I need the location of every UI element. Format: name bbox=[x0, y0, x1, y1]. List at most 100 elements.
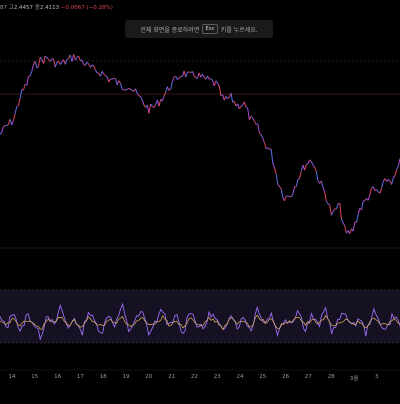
price-segment bbox=[10, 119, 12, 125]
price-segment bbox=[197, 73, 199, 78]
price-segment bbox=[223, 95, 225, 100]
price-segment bbox=[273, 163, 275, 168]
price-segment bbox=[298, 178, 300, 179]
price-segment bbox=[18, 99, 20, 106]
price-segment bbox=[278, 185, 280, 187]
price-segment bbox=[171, 81, 173, 89]
price-segment bbox=[271, 149, 273, 163]
price-segment bbox=[326, 201, 328, 204]
price-segment bbox=[186, 72, 188, 77]
price-segment bbox=[94, 66, 96, 70]
price-segment bbox=[162, 96, 164, 101]
price-segment bbox=[60, 62, 62, 64]
price-segment bbox=[131, 89, 133, 90]
price-segment bbox=[0, 133, 2, 134]
price-segment bbox=[388, 179, 390, 180]
x-tick-label: 24 bbox=[237, 374, 244, 380]
price-segment bbox=[395, 169, 397, 175]
price-segment bbox=[368, 195, 370, 201]
price-segment bbox=[340, 203, 342, 219]
price-segment bbox=[67, 58, 69, 59]
price-segment bbox=[184, 71, 186, 78]
price-segment bbox=[166, 87, 168, 93]
price-segment bbox=[306, 164, 308, 165]
legend-close-value: 2.4113 bbox=[40, 5, 59, 11]
price-segment bbox=[38, 57, 40, 66]
x-tick-label: 20 bbox=[145, 374, 152, 380]
price-segment bbox=[370, 188, 372, 195]
price-segment bbox=[280, 187, 282, 189]
x-tick-label: 27 bbox=[305, 374, 312, 380]
price-segment bbox=[377, 190, 379, 192]
price-segment bbox=[27, 76, 29, 85]
price-segment bbox=[40, 57, 42, 59]
price-segment bbox=[72, 54, 74, 61]
price-segment bbox=[126, 89, 128, 90]
x-tick-label: 21 bbox=[168, 374, 175, 380]
price-segment bbox=[382, 182, 384, 188]
price-segment bbox=[343, 223, 345, 226]
price-segment bbox=[330, 205, 332, 215]
price-segment bbox=[2, 127, 4, 133]
price-segment bbox=[397, 166, 399, 169]
toast-text-after: 키를 누르세요. bbox=[221, 25, 258, 34]
price-segment bbox=[199, 73, 201, 77]
price-segment bbox=[392, 177, 394, 184]
x-tick-label: 22 bbox=[191, 374, 198, 380]
price-segment bbox=[115, 79, 117, 85]
price-segment bbox=[231, 93, 233, 102]
price-segment bbox=[112, 78, 114, 79]
price-segment bbox=[214, 81, 216, 86]
price-segment bbox=[90, 65, 92, 67]
price-segment bbox=[336, 204, 338, 209]
price-segment bbox=[311, 162, 313, 165]
price-segment bbox=[261, 135, 263, 138]
price-segment bbox=[300, 171, 302, 178]
price-segment bbox=[291, 194, 293, 196]
price-segment bbox=[82, 60, 84, 65]
price-segment bbox=[79, 56, 81, 60]
price-segment bbox=[92, 65, 94, 66]
price-segment bbox=[3, 126, 5, 127]
price-segment bbox=[100, 71, 102, 76]
price-segment bbox=[254, 121, 256, 124]
price-segment bbox=[239, 106, 241, 108]
oscillator-band bbox=[0, 290, 400, 343]
price-segment bbox=[141, 97, 143, 101]
price-segment bbox=[238, 104, 240, 109]
price-segment bbox=[107, 77, 109, 82]
price-segment bbox=[105, 76, 107, 77]
fullscreen-exit-toast: 전체 화면을 종료하려면 Esc 키를 누르세요. bbox=[125, 20, 273, 38]
price-segment bbox=[356, 215, 358, 223]
price-segment bbox=[259, 133, 261, 135]
price-segment bbox=[308, 160, 310, 164]
x-tick-label: 28 bbox=[328, 374, 335, 380]
price-segment bbox=[136, 89, 138, 94]
x-tick-label: 26 bbox=[282, 374, 289, 380]
price-segment bbox=[244, 102, 246, 107]
ohlc-legend: 87 고2.4457 종2.4113 −0.0067 (−0.28%) bbox=[0, 3, 113, 11]
x-tick-label: 14 bbox=[9, 374, 16, 380]
x-tick-label: 18 bbox=[100, 374, 107, 380]
price-segment bbox=[189, 72, 191, 73]
price-segment bbox=[345, 226, 347, 233]
price-segment bbox=[74, 54, 76, 60]
price-segment bbox=[333, 209, 335, 212]
price-segment bbox=[13, 114, 15, 121]
price-segment bbox=[149, 104, 151, 113]
price-segment bbox=[224, 96, 226, 100]
price-segment bbox=[241, 105, 243, 106]
price-segment bbox=[350, 229, 352, 234]
price-segment bbox=[75, 57, 77, 60]
price-series bbox=[0, 54, 400, 233]
price-segment bbox=[203, 74, 205, 77]
price-segment bbox=[54, 59, 56, 67]
price-segment bbox=[152, 106, 154, 107]
price-segment bbox=[263, 138, 265, 143]
price-segment bbox=[305, 164, 307, 170]
price-segment bbox=[167, 87, 169, 91]
price-segment bbox=[315, 167, 317, 172]
price-segment bbox=[109, 79, 111, 82]
